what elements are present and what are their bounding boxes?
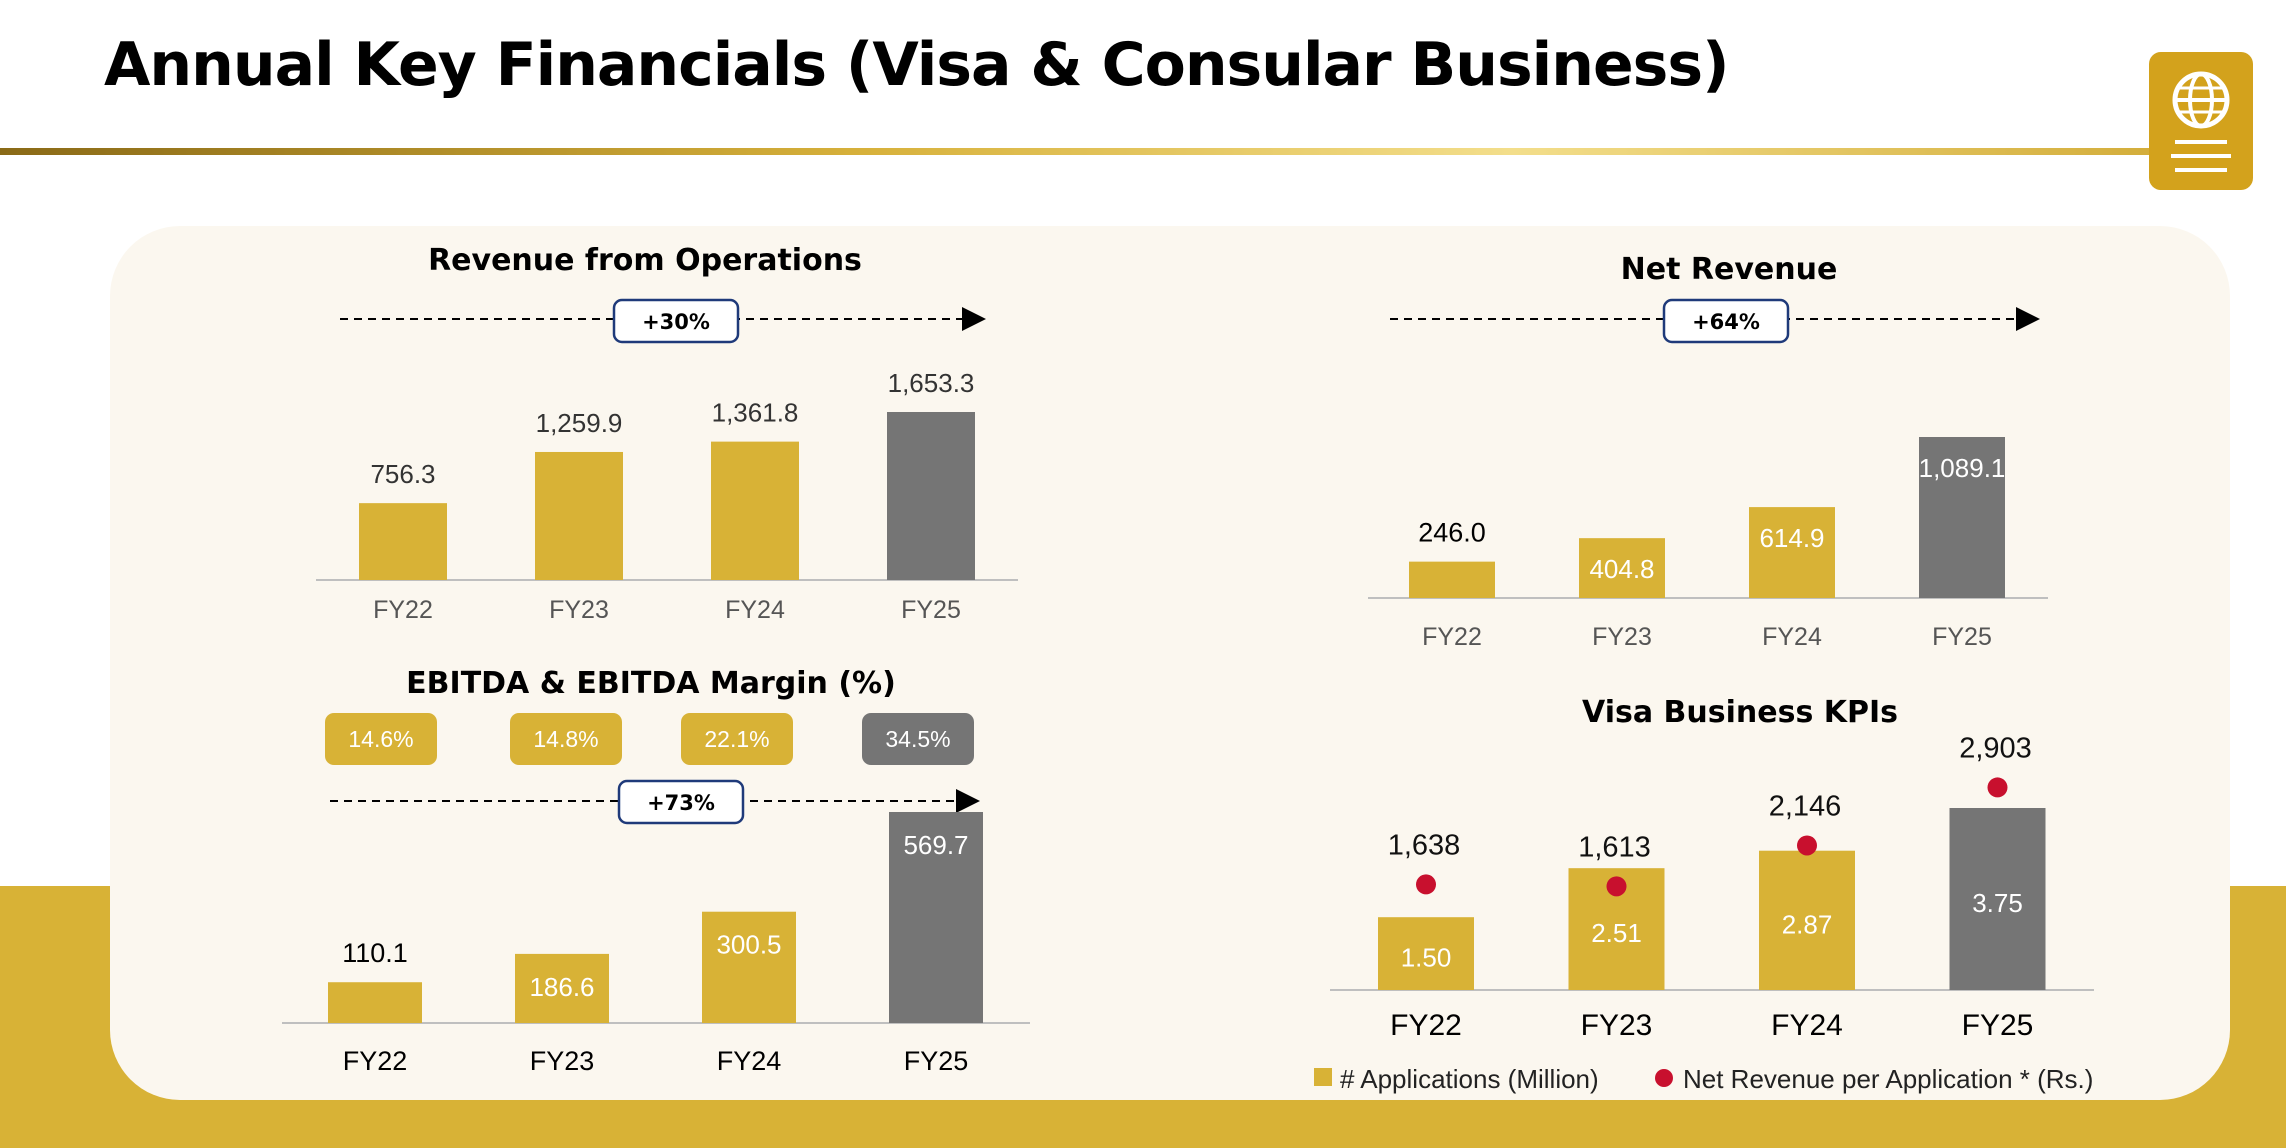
ebitda-growth-box	[617, 779, 745, 825]
net-revenue-value-label-fy24: 2,146	[1769, 790, 1842, 822]
revenue-tick-label-fy23: FY23	[549, 596, 609, 624]
net-revenue-bar-fy24	[1749, 507, 1835, 598]
title-divider	[0, 148, 2160, 155]
legend-applications-label: # Applications (Million)	[1340, 1064, 1599, 1094]
ebitda-bar-fy22	[328, 982, 422, 1023]
ebitda-margin-label-fy22: 14.6%	[348, 726, 413, 752]
ebitda-tick-label-fy24: FY24	[717, 1046, 782, 1076]
revenue-growth-box	[612, 298, 740, 344]
net-revenue-growth-label: +64%	[1692, 310, 1760, 334]
net-revenue-value-label-fy22: 1,638	[1388, 829, 1461, 861]
visa-kpis-chart: Visa Business KPIs 1.50 1,638 FY22 2.51 1,61…	[1314, 695, 2094, 1094]
ebitda-tick-label-fy23: FY23	[530, 1046, 595, 1076]
ebitda-value-label-fy25: 569.7	[903, 830, 968, 860]
visa-kpis-chart-title: Visa Business KPIs	[1582, 695, 1898, 730]
ebitda-bar-fy23	[515, 953, 609, 1023]
revenue-tick-label-fy24: FY24	[725, 596, 785, 624]
content-panel	[110, 226, 2230, 1100]
visa-kpis-tick-label-fy23: FY23	[1581, 1009, 1653, 1042]
ebitda-chart: EBITDA & EBITDA Margin (%) 14.6% 14.8% 22.…	[282, 666, 1030, 1076]
net-revenue-value-label-fy24: 614.9	[1759, 523, 1824, 553]
applications-value-label-fy24: 2.87	[1782, 909, 1833, 939]
visa-kpis-tick-label-fy24: FY24	[1771, 1009, 1843, 1042]
revenue-chart: Revenue from Operations +30% 756.3 FY22 1,…	[316, 243, 1018, 624]
legend-net-revenue-label: Net Revenue per Application * (Rs.)	[1683, 1064, 2093, 1094]
net-revenue-tick-label-fy25: FY25	[1932, 623, 1992, 651]
revenue-tick-label-fy22: FY22	[373, 596, 433, 624]
ebitda-margin-label-fy25: 34.5%	[885, 726, 950, 752]
ebitda-bar-fy25	[889, 812, 983, 1023]
net-revenue-growth-box	[1662, 298, 1790, 344]
ebitda-value-label-fy24: 300.5	[716, 930, 781, 960]
ebitda-bar-fy24	[702, 911, 796, 1023]
net-revenue-chart: Net Revenue +64% 246.0 FY22 404.8 FY23 614.9…	[1368, 252, 2048, 651]
net-revenue-value-label-fy25: 2,903	[1959, 732, 2032, 764]
revenue-value-label-fy23: 1,259.9	[536, 408, 623, 438]
ebitda-tick-label-fy25: FY25	[904, 1046, 969, 1076]
revenue-value-label-fy22: 756.3	[370, 459, 435, 489]
revenue-bar-fy23	[535, 451, 623, 580]
legend-applications-swatch	[1314, 1068, 1332, 1086]
ebitda-margin-pill-fy22	[325, 713, 437, 765]
revenue-tick-label-fy25: FY25	[901, 596, 961, 624]
net-revenue-tick-label-fy24: FY24	[1762, 623, 1822, 651]
revenue-chart-title: Revenue from Operations	[428, 243, 862, 278]
globe-document-icon	[2149, 52, 2253, 190]
net-revenue-chart-title: Net Revenue	[1621, 252, 1838, 287]
net-revenue-dot-fy25	[1987, 777, 2008, 798]
net-revenue-value-label-fy22: 246.0	[1418, 518, 1486, 548]
net-revenue-value-label-fy25: 1,089.1	[1919, 453, 2006, 483]
applications-bar-fy22	[1378, 917, 1474, 990]
revenue-value-label-fy24: 1,361.8	[712, 398, 799, 428]
applications-bar-fy24	[1759, 850, 1855, 990]
ebitda-margin-label-fy23: 14.8%	[533, 726, 598, 752]
net-revenue-bar-fy25	[1919, 437, 2005, 598]
applications-bar-fy25	[1949, 808, 2046, 990]
visa-kpis-tick-label-fy25: FY25	[1962, 1009, 2034, 1042]
net-revenue-dot-fy23	[1606, 876, 1627, 897]
revenue-bar-fy24	[711, 441, 799, 580]
applications-value-label-fy22: 1.50	[1401, 943, 1452, 973]
net-revenue-dot-fy22	[1416, 874, 1436, 895]
applications-value-label-fy25: 3.75	[1972, 888, 2023, 918]
ebitda-value-label-fy22: 110.1	[342, 938, 408, 968]
applications-value-label-fy23: 2.51	[1591, 918, 1642, 948]
visa-kpis-tick-label-fy22: FY22	[1390, 1009, 1462, 1042]
net-revenue-tick-label-fy23: FY23	[1592, 623, 1652, 651]
visa-kpis-legend: # Applications (Million) Net Revenue per…	[1314, 1064, 2093, 1094]
ebitda-margin-pill-fy25	[862, 713, 974, 765]
revenue-bar-fy22	[359, 503, 447, 580]
revenue-value-label-fy25: 1,653.3	[888, 368, 975, 398]
ebitda-chart-title: EBITDA & EBITDA Margin (%)	[406, 666, 896, 701]
net-revenue-tick-label-fy22: FY22	[1422, 623, 1482, 651]
legend-net-revenue-swatch	[1655, 1069, 1673, 1087]
page-title: Annual Key Financials (Visa & Consular B…	[104, 30, 1729, 100]
ebitda-value-label-fy23: 186.6	[529, 972, 594, 1002]
net-revenue-bar-fy22	[1409, 561, 1495, 598]
ebitda-growth-label: +73%	[647, 791, 715, 815]
ebitda-margin-pill-fy23	[510, 713, 622, 765]
revenue-bar-fy25	[887, 412, 975, 580]
net-revenue-value-label-fy23: 1,613	[1578, 831, 1651, 863]
ebitda-margin-pill-fy24	[681, 713, 793, 765]
net-revenue-value-label-fy23: 404.8	[1589, 554, 1654, 584]
net-revenue-bar-fy23	[1579, 538, 1665, 598]
ebitda-tick-label-fy22: FY22	[343, 1046, 408, 1076]
revenue-growth-label: +30%	[642, 310, 710, 334]
net-revenue-dot-fy24	[1797, 835, 1817, 856]
ebitda-margin-label-fy24: 22.1%	[704, 726, 769, 752]
